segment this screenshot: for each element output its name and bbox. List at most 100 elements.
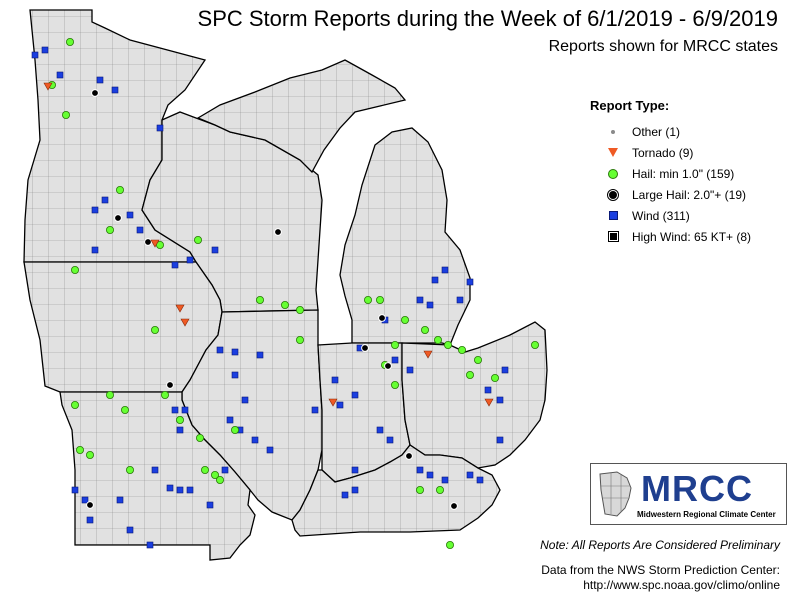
wind-report-marker (151, 466, 159, 474)
legend-item-high-wind: High Wind: 65 KT+ (8) (590, 226, 790, 247)
wind-report-marker (226, 416, 234, 424)
tornado-report-marker (150, 239, 160, 248)
wind-report-marker (171, 406, 179, 414)
wind-report-marker (156, 124, 164, 132)
wind-report-marker (186, 486, 194, 494)
wind-report-marker (251, 436, 259, 444)
large-hail-report-marker (144, 238, 152, 246)
hail-report-marker (121, 405, 130, 414)
hail-report-marker (66, 38, 75, 47)
wind-report-marker (86, 516, 94, 524)
hail-report-marker (210, 470, 219, 479)
wind-report-marker (496, 396, 504, 404)
wind-report-marker (426, 301, 434, 309)
wind-report-marker (31, 51, 39, 59)
wind-report-marker (176, 426, 184, 434)
legend-label-high-wind: High Wind: 65 KT+ (8) (632, 229, 752, 244)
source-url: http://www.spc.noaa.gov/climo/online (583, 578, 780, 592)
wind-report-marker (126, 211, 134, 219)
large-hail-report-marker (378, 314, 386, 322)
preliminary-note: Note: All Reports Are Considered Prelimi… (540, 538, 780, 552)
wind-report-marker (416, 466, 424, 474)
legend-item-other: Other (1) (590, 121, 790, 142)
hail-report-marker (531, 340, 540, 349)
hail-report-marker (415, 485, 424, 494)
tornado-report-marker (175, 304, 185, 313)
hail-report-marker (400, 315, 409, 324)
wind-report-marker (146, 541, 154, 549)
wind-report-marker (501, 366, 509, 374)
wind-report-marker (466, 278, 474, 286)
hail-report-marker (62, 111, 71, 120)
legend-item-large-hail: Large Hail: 2.0"+ (19) (590, 184, 790, 205)
wind-report-marker (391, 356, 399, 364)
hail-report-marker (280, 300, 289, 309)
hail-report-marker (445, 541, 454, 550)
hail-report-marker (435, 485, 444, 494)
hail-report-marker (490, 373, 499, 382)
wind-report-marker (216, 346, 224, 354)
wind-report-marker (101, 196, 109, 204)
wind-report-marker (241, 396, 249, 404)
wind-report-marker (256, 351, 264, 359)
legend-item-wind: Wind (311) (590, 205, 790, 226)
hail-report-marker (457, 345, 466, 354)
wind-report-marker (116, 496, 124, 504)
large-hail-report-marker (405, 452, 413, 460)
hail-report-marker (255, 295, 264, 304)
hail-dot-icon (606, 167, 620, 181)
hail-report-marker (295, 305, 304, 314)
hail-report-marker (200, 465, 209, 474)
tornado-report-marker (423, 350, 433, 359)
legend: Report Type: Other (1) Tornado (9) Hail:… (590, 98, 790, 247)
hail-report-marker (473, 355, 482, 364)
hail-report-marker (193, 235, 202, 244)
wind-report-marker (376, 426, 384, 434)
wind-report-marker (476, 476, 484, 484)
wind-report-marker (431, 276, 439, 284)
wind-report-marker (181, 406, 189, 414)
wind-report-marker (211, 246, 219, 254)
wind-report-marker (441, 266, 449, 274)
wind-report-marker (426, 471, 434, 479)
hail-report-marker (390, 340, 399, 349)
legend-label-wind: Wind (311) (632, 208, 690, 223)
wind-report-marker (484, 386, 492, 394)
hail-report-marker (375, 295, 384, 304)
wind-report-marker (56, 71, 64, 79)
state-iowa (23, 261, 223, 393)
hail-report-marker (443, 340, 452, 349)
large-hail-report-marker (361, 344, 369, 352)
hail-report-marker (71, 265, 80, 274)
wind-report-marker (336, 401, 344, 409)
map-subtitle: Reports shown for MRCC states (548, 38, 778, 55)
legend-label-hail: Hail: min 1.0" (159) (632, 166, 735, 181)
hail-report-marker (420, 325, 429, 334)
state-kentucky (291, 444, 501, 537)
wind-report-marker (91, 246, 99, 254)
legend-label-large-hail: Large Hail: 2.0"+ (19) (632, 187, 746, 202)
large-hail-report-marker (166, 381, 174, 389)
wind-report-marker (406, 366, 414, 374)
hail-report-marker (175, 415, 184, 424)
wind-report-marker (416, 296, 424, 304)
logo-text: MRCC (641, 468, 753, 509)
state-michigan-lp (339, 127, 471, 346)
map-title: SPC Storm Reports during the Week of 6/1… (197, 6, 778, 31)
tornado-triangle-icon (606, 146, 620, 160)
hail-report-marker (126, 465, 135, 474)
hail-report-marker (195, 433, 204, 442)
state-michigan-up (196, 59, 407, 174)
wind-report-marker (231, 371, 239, 379)
state-ohio (401, 321, 548, 469)
large-hail-report-marker (274, 228, 282, 236)
wind-report-marker (311, 406, 319, 414)
source-line-1: Data from the NWS Storm Prediction Cente… (541, 563, 780, 577)
state-missouri (59, 391, 256, 561)
wind-report-marker (111, 86, 119, 94)
hail-report-marker (215, 475, 224, 484)
hail-report-marker (71, 400, 80, 409)
tornado-report-marker (328, 398, 338, 407)
hail-report-marker (295, 335, 304, 344)
